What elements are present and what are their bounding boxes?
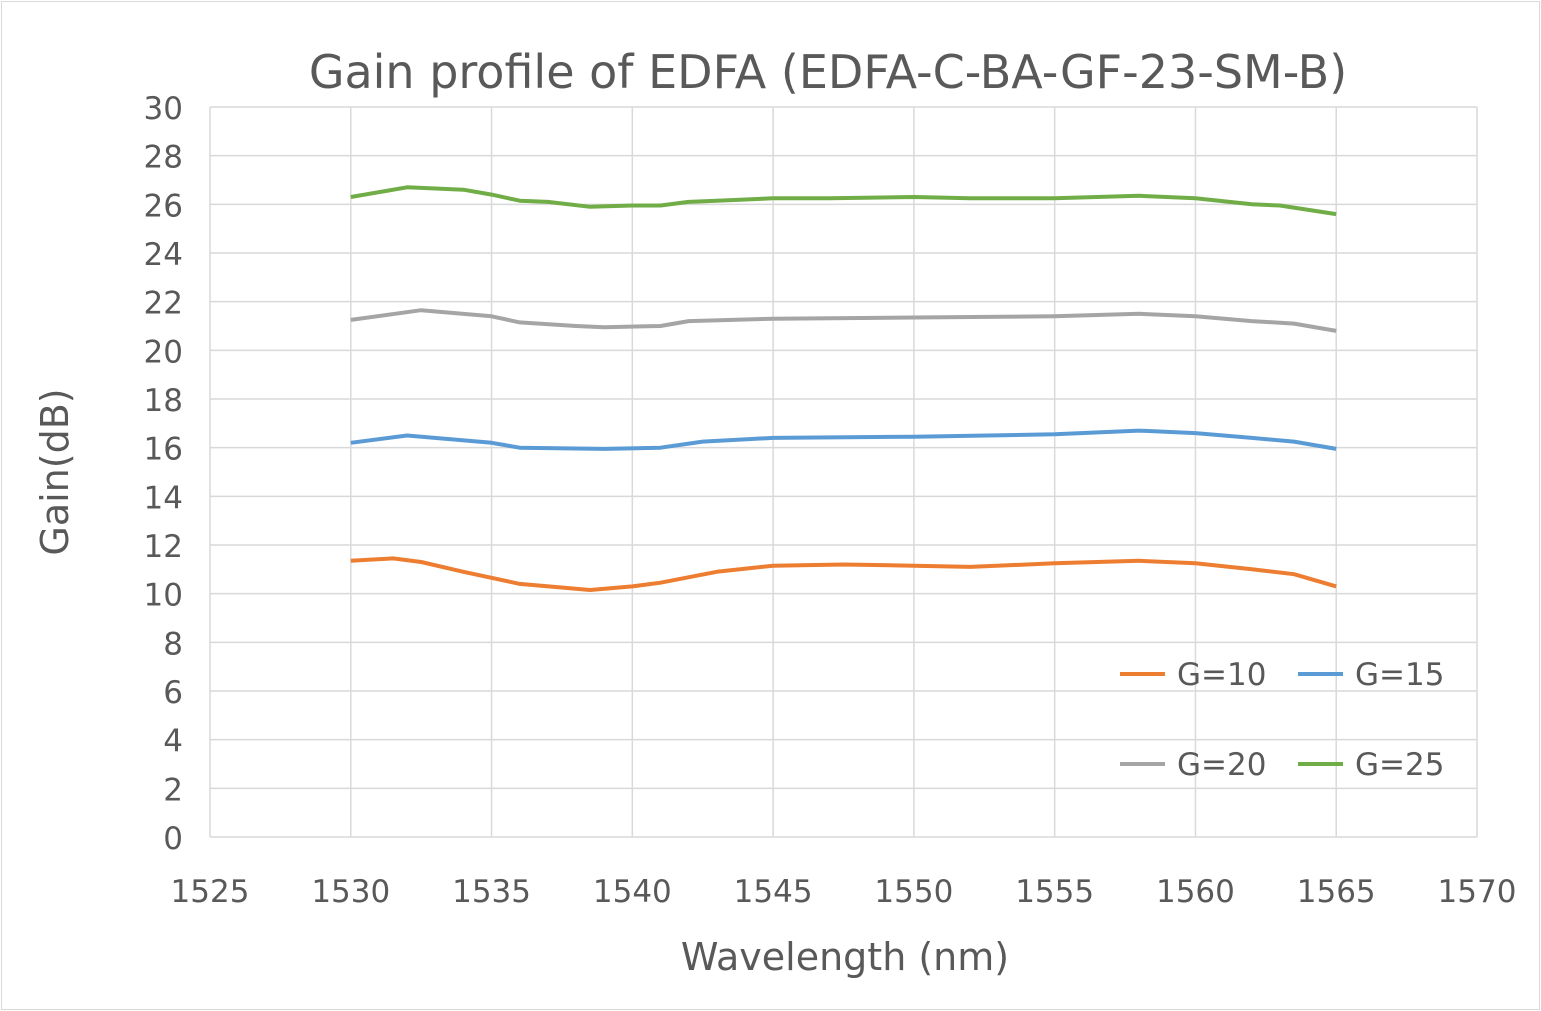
x-tick-label: 1525 — [171, 874, 250, 910]
y-tick-label: 18 — [144, 383, 183, 419]
chart-title: Gain profile of EDFA (EDFA-C-BA-GF-23-SM… — [309, 45, 1347, 99]
y-tick-label: 8 — [163, 626, 183, 662]
x-tick-label: 1570 — [1438, 874, 1517, 910]
y-tick-label: 6 — [163, 675, 183, 711]
y-tick-label: 12 — [144, 529, 183, 565]
series-line-g-20 — [350, 308, 1337, 333]
series-line-g-25 — [350, 185, 1337, 217]
y-tick-label: 10 — [144, 578, 183, 614]
legend-label: G=25 — [1355, 747, 1444, 783]
y-tick-label: 20 — [144, 334, 183, 370]
y-tick-label: 2 — [163, 772, 183, 808]
x-tick-label: 1560 — [1156, 874, 1235, 910]
x-tick-label: 1530 — [311, 874, 390, 910]
y-tick-label: 16 — [144, 432, 183, 468]
y-tick-label: 0 — [163, 821, 183, 857]
y-tick-label: 4 — [163, 724, 183, 760]
legend-label: G=20 — [1177, 747, 1266, 783]
x-tick-label: 1565 — [1297, 874, 1376, 910]
y-tick-label: 28 — [144, 140, 183, 176]
x-axis-label: Wavelength (nm) — [681, 935, 1009, 979]
y-tick-label: 30 — [144, 91, 183, 127]
legend: G=10 G=15 G=20 G=25 — [1120, 657, 1444, 783]
y-tick-label: 14 — [144, 480, 183, 516]
series-lines — [350, 185, 1337, 592]
y-tick-label: 24 — [144, 237, 183, 273]
x-tick-label: 1535 — [452, 874, 531, 910]
x-tick-label: 1550 — [874, 874, 953, 910]
legend-label: G=10 — [1177, 657, 1266, 693]
legend-label: G=15 — [1355, 657, 1444, 693]
y-axis-label: Gain(dB) — [33, 388, 77, 555]
x-tick-label: 1540 — [593, 874, 672, 910]
y-tick-label: 26 — [144, 188, 183, 224]
series-line-g-10 — [350, 556, 1337, 592]
y-tick-label: 22 — [144, 286, 183, 322]
gridlines — [209, 106, 1478, 838]
x-tick-label: 1555 — [1015, 874, 1094, 910]
x-tick-label: 1545 — [734, 874, 813, 910]
series-line-g-15 — [350, 428, 1337, 451]
